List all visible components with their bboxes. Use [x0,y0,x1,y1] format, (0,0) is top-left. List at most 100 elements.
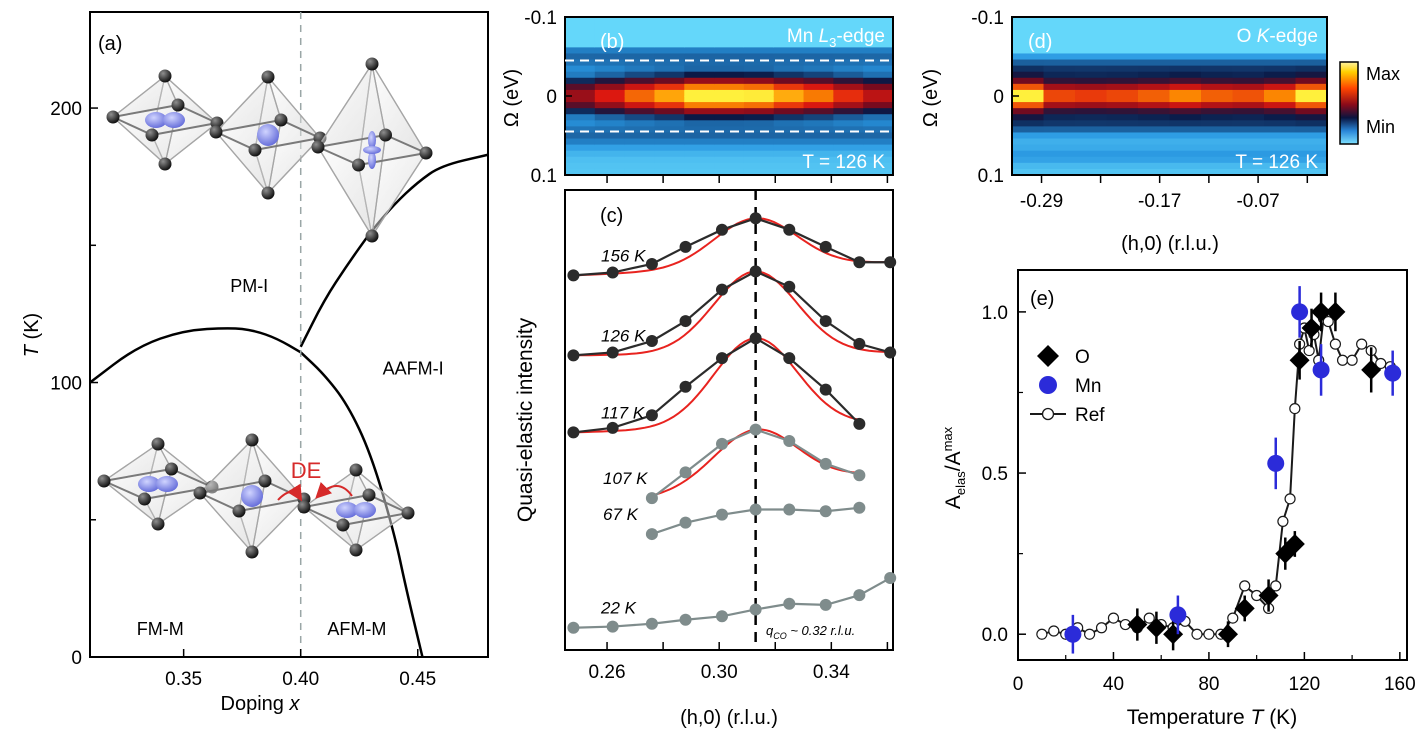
heatmap-cell [773,71,805,79]
oxygen-atom [349,463,363,477]
data-point [645,528,658,541]
octahedra-illustrations: DE [97,57,433,559]
phase-labels: PM-I AAFM-I FM-M AFM-M [137,276,444,639]
heatmap-cell [1106,53,1139,61]
heatmap-cell [714,47,745,55]
heatmap-cell [684,120,715,127]
heatmap-cell [803,108,834,115]
heatmap-cell [1169,41,1202,48]
heatmap-cell [1169,77,1202,85]
heatmap-cell [1043,35,1076,42]
heatmap-cell [624,89,656,97]
ref-point [1227,612,1239,624]
heatmap-cell [1295,59,1328,67]
mn-point [1169,606,1187,624]
heatmap-cell [1138,168,1171,176]
mn-point [1291,303,1309,321]
data-point [606,346,619,359]
heatmap-cell [1295,96,1328,103]
heatmap-cell [654,53,685,61]
heatmap-cell [1138,59,1171,67]
o-point [1146,617,1167,638]
x-tick-label: 120 [1289,674,1321,695]
heatmap-cell [803,77,834,85]
heatmap-cell [743,144,775,152]
heatmap-cell [1012,114,1045,121]
octahedron-edge [215,119,282,133]
heatmap-cell [1169,96,1202,103]
heatmap-cell [684,29,715,36]
octahedron-edge [151,122,218,136]
x-tick-label: 0.26 [589,662,626,683]
heatmap-cell [833,83,864,91]
ref-point [1095,622,1108,634]
heatmap-cell [743,29,775,36]
heatmap-cell [565,23,596,30]
heatmap-cell [863,138,894,146]
heatmap-cell [1232,23,1265,30]
heatmap-cell [743,96,775,103]
heatmap-cell [714,89,745,97]
heatmap-cell [803,65,834,73]
heatmap-cell [684,83,715,91]
heatmap-cell [684,23,715,30]
heatmap-cell [1232,162,1265,170]
heatmap-cell [1201,59,1234,67]
heatmap-cell [743,47,775,55]
heatmap-cell [1232,126,1265,134]
heatmap-cell [803,126,834,134]
heatmap-cell [1106,71,1139,79]
qco-annotation: qCO ~ 0.32 r.l.u. [766,623,855,641]
heatmap-cell [1169,53,1202,61]
oxygen-atom [352,158,365,172]
heatmap-cell [863,126,894,134]
octahedron-edge [112,104,179,118]
heatmap-cell [1106,138,1139,146]
mn-point [1267,454,1285,472]
y-tick-label: 1.0 [982,303,1008,324]
heatmap-cell [624,53,656,61]
heatmap-cell [1169,102,1202,109]
heatmap-cell [1043,162,1076,170]
heatmap-cell [803,41,834,48]
ref-point [1048,625,1060,637]
heatmap-cell [1295,108,1328,115]
heatmap-cell [1264,59,1297,67]
y-tick-label: 100 [50,374,82,395]
data-point [783,280,796,293]
ref-point [1284,493,1296,505]
de-arrow-right [315,481,353,499]
heatmap-cell [1043,138,1076,146]
heatmap-cell [624,71,656,79]
heatmap-cell [594,83,626,91]
series-label: 156 K [601,246,646,265]
heatmap-cell [1264,102,1297,109]
heatmap-cell [833,96,864,103]
panel-d-xlabel: (h,0) (r.l.u.) [1121,233,1219,255]
panel-e-axes: 0 40 80 120 160 0.0 0.5 1.0 [982,303,1416,695]
heatmap-cell [1264,35,1297,42]
heatmap-cell [743,168,775,176]
heatmap-cell [863,162,894,170]
octahedron-edge [303,506,344,526]
heatmap-cell [654,47,685,55]
heatmap-cell [1043,29,1076,36]
heatmap-cell [1264,168,1297,176]
ref-point [1356,338,1368,350]
x-tick-label: 0.40 [282,669,319,690]
heatmap-cell [1201,132,1234,140]
heatmap-cell [803,168,834,176]
heatmap-cell [624,59,656,67]
heatmap-cell [654,77,685,85]
heatmap-cell [1169,150,1202,158]
heatmap-cell [1075,102,1108,109]
data-point [819,505,832,518]
panel-a-xlabel: Doping x [221,693,301,715]
heatmap-cell [773,162,805,170]
oxygen-atom [419,146,433,160]
panel-c-line-chart: 156 K 126 K 117 K 107 K 67 K 22 K 0.26 0.30 0.3… [514,189,897,729]
octahedron-edge [215,131,256,151]
heatmap-cell [743,71,775,79]
heatmap-cell [1043,132,1076,140]
heatmap-cell [773,29,805,36]
